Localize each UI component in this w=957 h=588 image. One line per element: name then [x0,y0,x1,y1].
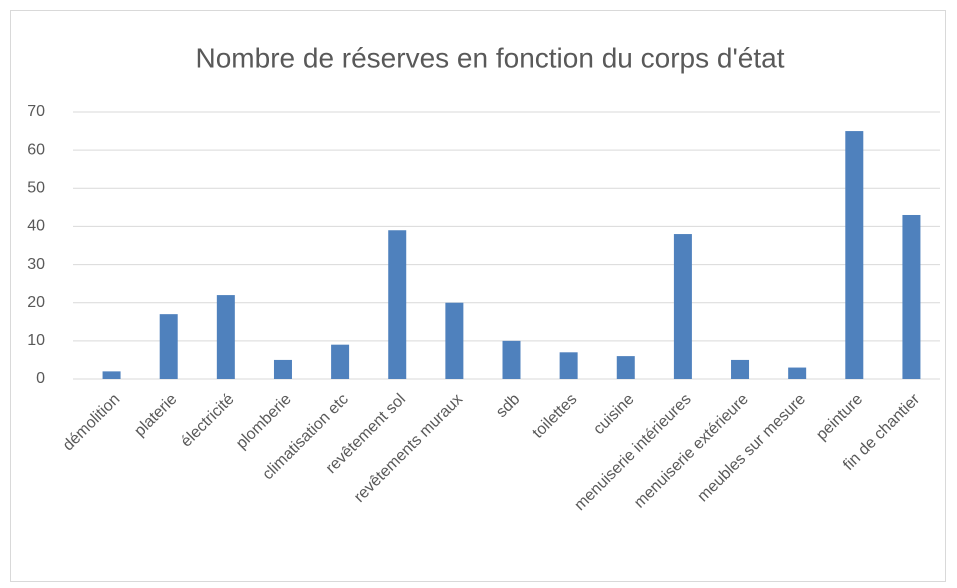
y-tick-label: 60 [27,141,45,158]
bar [216,295,235,379]
bar [502,340,521,379]
bar [331,344,350,379]
bar [102,371,121,379]
y-tick-label: 70 [27,103,45,120]
y-tick-label: 50 [27,180,45,197]
chart-title: Nombre de réserves en fonction du corps … [196,42,785,73]
bar [845,131,864,379]
bar [559,352,578,379]
bar [731,359,750,379]
chart-border [10,10,946,582]
y-tick-label: 0 [36,370,45,387]
bar [788,367,807,379]
y-tick-label: 40 [27,218,45,235]
bar [159,314,178,379]
bar [616,356,635,379]
bar [902,214,921,379]
bar [445,302,464,379]
y-tick-label: 30 [27,256,45,273]
y-tick-label: 20 [27,294,45,311]
bar [673,234,692,379]
bar [388,230,407,379]
bar [273,359,292,379]
y-tick-label: 10 [27,332,45,349]
